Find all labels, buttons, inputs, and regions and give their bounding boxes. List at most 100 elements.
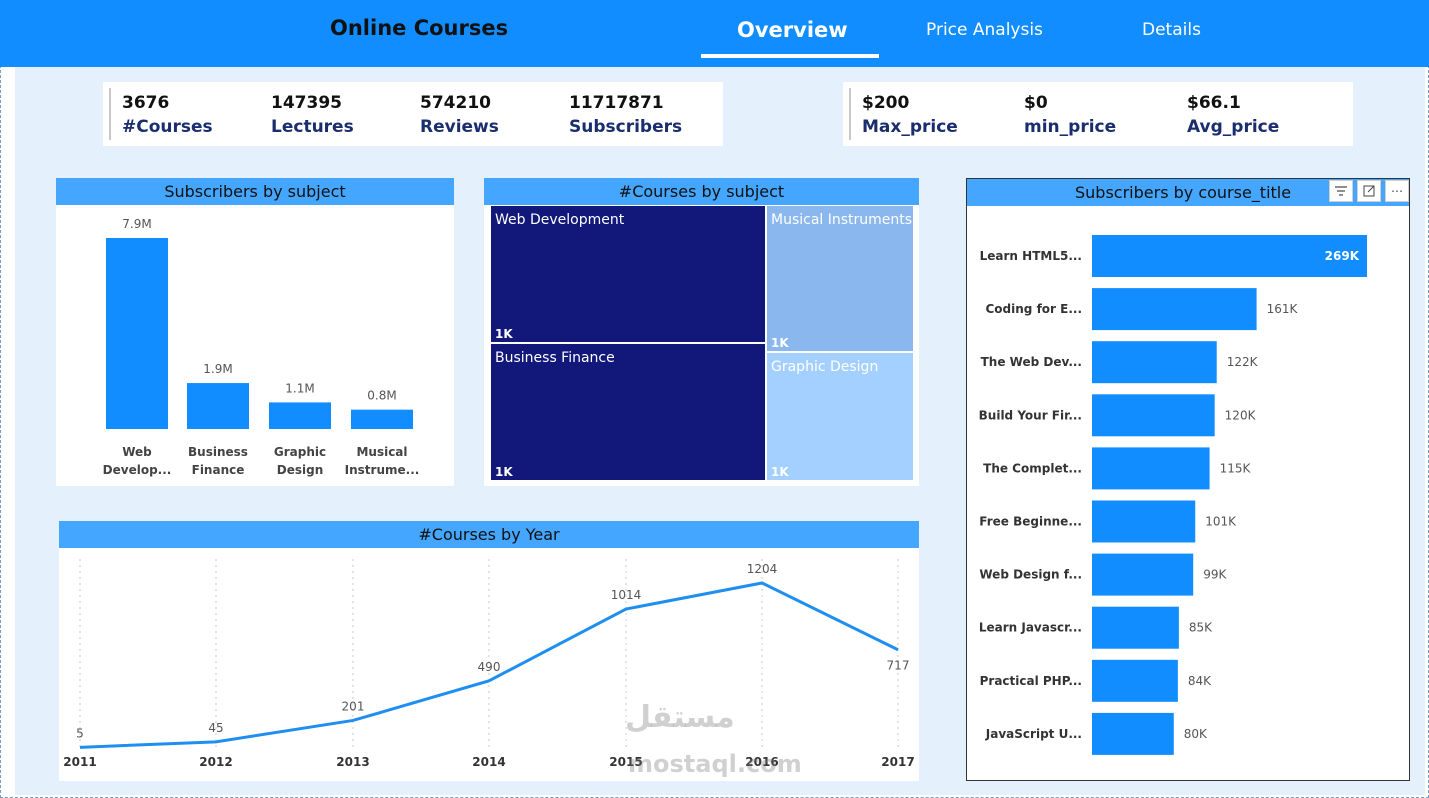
- bar: [269, 402, 331, 429]
- kpi-min-price: $0 min_price: [1024, 92, 1116, 140]
- category-label: Business: [188, 445, 248, 459]
- category-label: JavaScript U...: [985, 727, 1082, 741]
- kpi-lectures-value: 147395: [271, 93, 342, 113]
- kpi-courses-label: #Courses: [122, 117, 213, 137]
- kpi-reviews: 574210 Reviews: [420, 92, 499, 140]
- bar: [1092, 500, 1196, 543]
- report-header: Online Courses Overview Price Analysis D…: [0, 0, 1429, 67]
- bar: [1092, 394, 1215, 437]
- focus-mode-icon[interactable]: [1357, 180, 1381, 202]
- panel-subscribers-by-subject[interactable]: Subscribers by subject 7.9M Web Develop...…: [56, 178, 454, 486]
- panel-courses-by-subject[interactable]: #Courses by subject Web Development 1K Bus…: [484, 178, 919, 486]
- tab-overview[interactable]: Overview: [737, 18, 848, 42]
- data-label: 0.8M: [367, 389, 396, 403]
- tab-details[interactable]: Details: [1142, 20, 1201, 40]
- panel-title: Subscribers by subject: [56, 178, 454, 205]
- bar: [1092, 288, 1257, 331]
- kpi-card-prices[interactable]: $200 Max_price $0 min_price $66.1 Avg_pr…: [843, 82, 1353, 146]
- category-label: Musical: [356, 445, 407, 459]
- treemap-tile-label: Musical Instruments: [771, 212, 913, 228]
- tab-price-analysis[interactable]: Price Analysis: [926, 20, 1043, 40]
- kpi-min-price-label: min_price: [1024, 117, 1117, 137]
- data-label: 84K: [1188, 674, 1212, 688]
- bar: [1092, 447, 1210, 490]
- data-label: 1.1M: [285, 381, 314, 395]
- kpi-avg-price-label: Avg_price: [1187, 117, 1280, 137]
- tick-label: 2015: [609, 755, 642, 769]
- treemap-tile-value: 1K: [495, 327, 513, 341]
- treemap-tile-label: Business Finance: [495, 350, 615, 366]
- data-label: 717: [887, 659, 910, 673]
- kpi-reviews-value: 574210: [420, 93, 491, 113]
- data-label: 269K: [1325, 249, 1360, 263]
- category-label: Web: [122, 445, 152, 459]
- bar: [106, 238, 168, 429]
- bar: [1092, 553, 1194, 596]
- kpi-avg-price: $66.1 Avg_price: [1187, 92, 1279, 140]
- kpi-max-price-value: $200: [862, 93, 910, 113]
- kpi-lectures: 147395 Lectures: [271, 92, 354, 140]
- data-label: 120K: [1225, 408, 1257, 422]
- app-title: Online Courses: [330, 16, 509, 40]
- subscribers-by-subject-chart: 7.9M Web Develop... 1.9M Business Finance 1.1M…: [103, 217, 420, 477]
- kpi-subscribers: 11717871 Subscribers: [569, 92, 682, 140]
- courses-by-year-chart: 5 2011 45 2012 201 2013 490 2014 1014 2015 1204 201…: [63, 559, 915, 769]
- category-label: The Complet...: [983, 461, 1082, 475]
- data-label: 490: [478, 660, 501, 674]
- data-label: 7.9M: [122, 217, 151, 231]
- data-label: 122K: [1227, 355, 1259, 369]
- courses-by-subject-treemap: Web Development 1K Business Finance 1K Music…: [490, 205, 914, 481]
- panel-title: #Courses by Year: [59, 521, 919, 548]
- category-label: Learn Javascr...: [979, 621, 1082, 635]
- tick-label: 2011: [63, 755, 96, 769]
- data-label: 101K: [1205, 515, 1237, 529]
- treemap-tile-value: 1K: [771, 465, 789, 479]
- filter-icon[interactable]: [1329, 180, 1353, 202]
- kpi-card-totals[interactable]: 3676 #Courses 147395 Lectures 574210 Rev…: [103, 82, 723, 146]
- bar: [1092, 606, 1179, 649]
- treemap-tile-label: Web Development: [495, 212, 625, 228]
- subscribers-by-course-chart: Learn HTML5... 269K Coding for E... 161K The…: [979, 235, 1367, 755]
- treemap-tile[interactable]: Musical Instruments 1K: [766, 205, 914, 352]
- treemap-tile-label: Graphic Design: [771, 359, 879, 375]
- category-label: Graphic: [274, 445, 326, 459]
- treemap-tile[interactable]: Business Finance 1K: [490, 343, 766, 481]
- data-label: 161K: [1267, 302, 1299, 316]
- tick-label: 2016: [745, 755, 778, 769]
- data-label: 99K: [1203, 568, 1227, 582]
- kpi-courses-value: 3676: [122, 93, 170, 113]
- kpi-accent-bar: [849, 88, 851, 140]
- kpi-lectures-label: Lectures: [271, 117, 354, 137]
- more-options-icon[interactable]: ⋯: [1385, 180, 1409, 202]
- tick-label: 2013: [336, 755, 369, 769]
- watermark-logo: مستقل: [625, 700, 735, 735]
- kpi-subscribers-value: 11717871: [569, 93, 664, 113]
- watermark-url: mostaql.com: [628, 750, 802, 778]
- data-label: 80K: [1184, 727, 1208, 741]
- category-label: Design: [277, 463, 324, 477]
- treemap-tile[interactable]: Web Development 1K: [490, 205, 766, 343]
- bar: [1092, 712, 1174, 755]
- kpi-avg-price-value: $66.1: [1187, 93, 1241, 113]
- category-label: Instrume...: [345, 463, 420, 477]
- treemap-tile[interactable]: Graphic Design 1K: [766, 352, 914, 481]
- category-label: Learn HTML5...: [980, 249, 1082, 263]
- kpi-subscribers-label: Subscribers: [569, 117, 683, 137]
- bar: [1092, 235, 1367, 277]
- category-label: The Web Dev...: [981, 355, 1082, 369]
- tick-label: 2012: [199, 755, 232, 769]
- kpi-max-price: $200 Max_price: [862, 92, 958, 140]
- category-label: Coding for E...: [986, 302, 1083, 316]
- tick-label: 2017: [881, 755, 914, 769]
- panel-courses-by-year[interactable]: #Courses by Year 5 2011 45 2012 201 2013 490 20…: [59, 521, 919, 781]
- tick-label: 2014: [472, 755, 505, 769]
- category-label: Web Design f...: [979, 568, 1082, 582]
- panel-subscribers-by-course-title[interactable]: Subscribers by course_title Learn HTML5.…: [966, 178, 1410, 781]
- treemap-tile-value: 1K: [495, 465, 513, 479]
- data-label: 1.9M: [203, 362, 232, 376]
- data-label: 1014: [611, 588, 642, 602]
- kpi-accent-bar: [109, 88, 111, 140]
- category-label: Practical PHP...: [980, 674, 1082, 688]
- data-label: 5: [76, 726, 84, 740]
- kpi-min-price-value: $0: [1024, 93, 1048, 113]
